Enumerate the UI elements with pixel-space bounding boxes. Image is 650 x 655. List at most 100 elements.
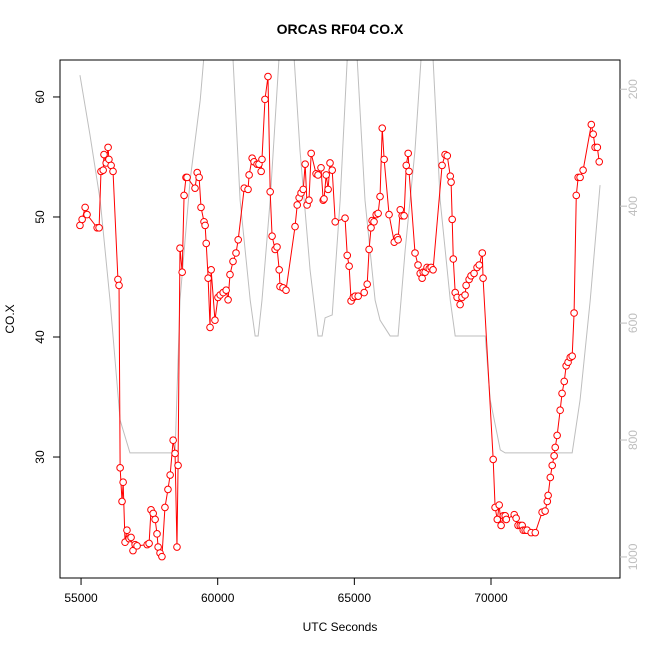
data-point	[261, 95, 269, 104]
data-point	[570, 309, 578, 317]
data-point	[326, 159, 334, 167]
data-point	[544, 491, 552, 500]
data-point	[222, 286, 230, 294]
data-point	[291, 222, 299, 231]
data-point	[133, 542, 141, 550]
data-point	[266, 187, 274, 196]
data-point	[478, 249, 487, 257]
data-point	[244, 185, 252, 194]
data-point	[234, 235, 242, 244]
data-point	[119, 478, 127, 487]
data-point	[402, 161, 411, 170]
data-point	[497, 521, 505, 530]
data-point	[100, 150, 108, 159]
data-point	[462, 281, 470, 290]
data-point	[470, 269, 478, 278]
data-point	[354, 292, 362, 300]
data-point	[174, 461, 182, 470]
y2-tick-label: 400	[626, 196, 640, 216]
data-point	[322, 171, 330, 179]
data-point	[245, 171, 253, 179]
data-point	[257, 167, 265, 176]
data-point	[479, 274, 487, 282]
data-point	[411, 249, 419, 257]
data-point	[380, 155, 388, 164]
y-tick-label: 40	[33, 330, 47, 344]
data-point	[447, 178, 455, 186]
data-point	[414, 261, 422, 269]
data-point	[180, 191, 188, 200]
data-point	[587, 120, 596, 129]
data-point	[173, 543, 181, 551]
x-axis-label: UTC Seconds	[303, 620, 378, 634]
data-point	[202, 239, 211, 248]
data-point	[118, 497, 126, 506]
x-tick-label: 55000	[64, 591, 98, 605]
plot-area	[76, 60, 604, 561]
data-point	[495, 501, 503, 509]
data-point	[328, 166, 337, 174]
data-point	[109, 167, 117, 176]
data-point	[293, 201, 302, 209]
plot-frame	[59, 59, 621, 579]
y-tick-label: 60	[33, 90, 47, 104]
data-point	[449, 255, 458, 263]
data-point	[405, 167, 413, 176]
x-tick-label: 70000	[474, 591, 508, 605]
data-point	[489, 455, 497, 464]
data-point	[370, 217, 378, 226]
data-point	[178, 268, 186, 276]
data-point	[78, 215, 86, 224]
data-point	[81, 203, 89, 212]
data-point	[400, 211, 408, 220]
data-point	[206, 323, 214, 332]
data-point	[176, 244, 184, 252]
data-point	[145, 539, 153, 548]
data-point	[546, 473, 555, 482]
data-point	[461, 291, 469, 299]
y-tick-label: 50	[33, 210, 47, 224]
data-point	[493, 515, 502, 524]
data-point	[385, 210, 393, 219]
x-tick-label: 65000	[338, 591, 372, 605]
data-point	[99, 166, 107, 174]
series-line	[79, 60, 601, 454]
y2-tick-label: 600	[626, 313, 640, 333]
data-point	[114, 275, 122, 284]
data-point	[331, 217, 340, 226]
data-point	[595, 157, 604, 166]
data-point	[232, 249, 240, 257]
data-point	[95, 223, 103, 232]
data-point	[197, 203, 205, 212]
data-point	[314, 171, 322, 179]
data-point	[116, 464, 124, 472]
data-point	[83, 210, 91, 219]
y2-tick-label: 200	[626, 79, 640, 99]
data-point	[579, 166, 587, 174]
data-point	[275, 265, 283, 274]
data-point	[195, 173, 203, 182]
data-point	[556, 406, 564, 415]
y2-tick-label: 1000	[626, 543, 640, 570]
x-tick-label: 60000	[201, 591, 235, 605]
data-point	[560, 377, 569, 386]
data-point	[229, 257, 237, 266]
data-point	[343, 251, 352, 260]
data-point	[320, 195, 328, 203]
data-point	[127, 533, 135, 542]
data-point	[299, 185, 308, 194]
data-point	[367, 223, 375, 232]
data-point	[443, 151, 452, 160]
data-point	[531, 528, 540, 537]
data-point	[345, 262, 353, 270]
data-point	[572, 191, 581, 200]
data-point	[282, 286, 290, 294]
data-point	[404, 149, 412, 158]
data-point	[273, 243, 281, 251]
data-point	[558, 389, 566, 398]
y2-tick-label: 800	[626, 430, 640, 450]
data-point	[151, 515, 159, 524]
data-point	[475, 261, 484, 269]
data-point	[378, 124, 387, 132]
